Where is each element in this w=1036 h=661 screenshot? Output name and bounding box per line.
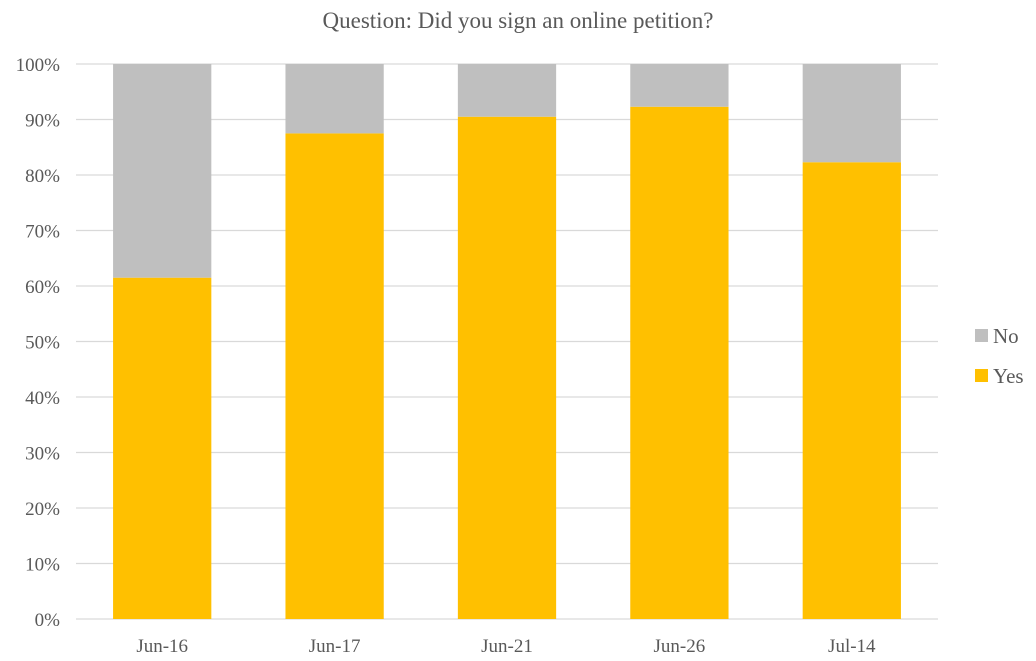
bars	[113, 64, 901, 620]
y-tick-label: 40%	[25, 388, 60, 409]
bar-no-jun-17	[285, 64, 384, 134]
legend-swatch-no	[975, 329, 988, 342]
y-tick-label: 10%	[25, 555, 60, 576]
legend-swatch-yes	[975, 369, 988, 382]
x-tick-label: Jun-17	[309, 636, 361, 657]
y-tick-label: 70%	[25, 222, 60, 243]
legend: No Yes	[975, 324, 1024, 388]
bar-no-jun-26	[630, 64, 729, 107]
legend-label-yes: Yes	[993, 364, 1024, 388]
chart-title: Question: Did you sign an online petitio…	[323, 8, 714, 33]
bar-yes-jun-21	[457, 116, 557, 619]
bar-no-jul-14	[802, 64, 901, 163]
bar-yes-jun-16	[113, 277, 212, 619]
y-tick-label: 50%	[25, 333, 60, 354]
x-axis: Jun-16 Jun-17 Jun-21 Jun-26 Jul-14	[136, 636, 876, 657]
y-tick-label: 100%	[16, 55, 61, 76]
bar-no-jun-16	[113, 64, 212, 278]
bar-yes-jul-14	[802, 162, 901, 620]
y-tick-label: 80%	[25, 166, 60, 187]
legend-label-no: No	[993, 324, 1019, 348]
y-tick-label: 20%	[25, 499, 60, 520]
y-axis: 0% 10% 20% 30% 40% 50% 60% 70% 80% 90% 100%	[16, 55, 61, 631]
bar-yes-jun-26	[630, 106, 729, 620]
x-tick-label: Jun-26	[654, 636, 706, 657]
y-tick-label: 0%	[35, 610, 61, 631]
bar-yes-jun-17	[285, 133, 384, 619]
bar-no-jun-21	[457, 64, 557, 117]
x-tick-label: Jun-21	[481, 636, 533, 657]
y-tick-label: 90%	[25, 111, 60, 132]
x-tick-label: Jun-16	[136, 636, 188, 657]
y-tick-label: 30%	[25, 444, 60, 465]
y-tick-label: 60%	[25, 277, 60, 298]
x-tick-label: Jul-14	[828, 636, 876, 657]
